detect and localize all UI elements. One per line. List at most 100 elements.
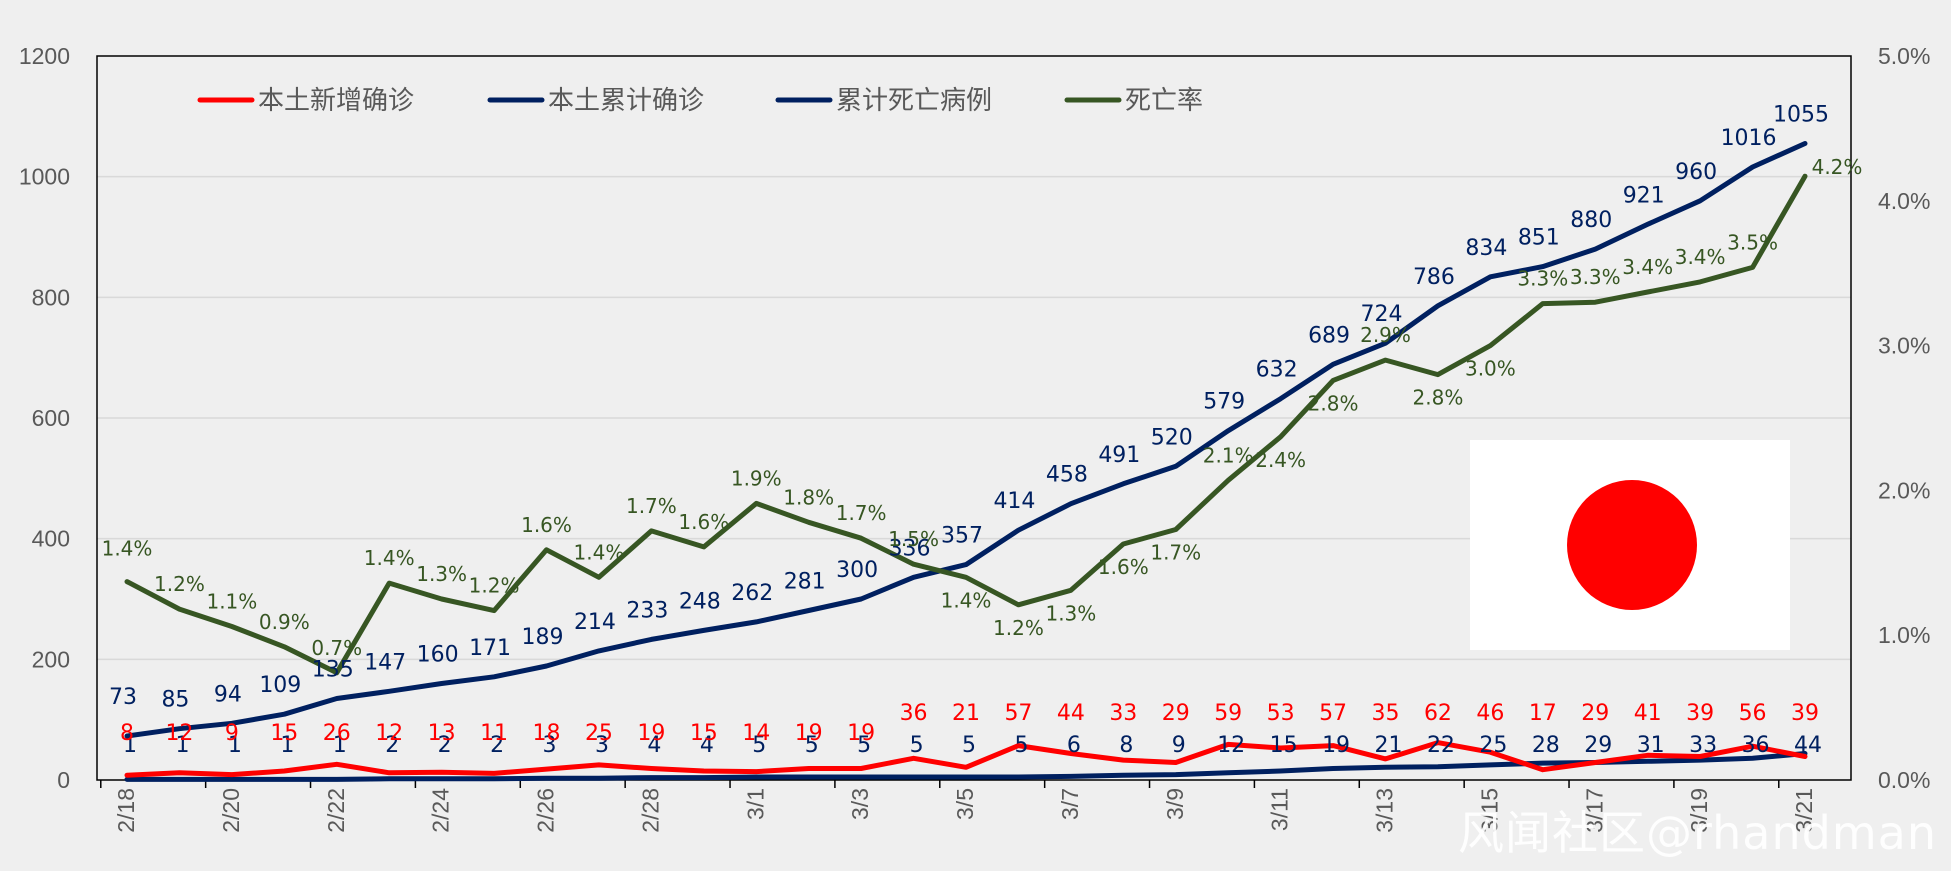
death-rate-data-label: 1.5% xyxy=(888,527,939,551)
death-rate-data-label: 3.3% xyxy=(1570,265,1621,289)
cumulative-data-label: 880 xyxy=(1570,208,1612,233)
legend: 本土新增确诊 本土累计确诊 累计死亡病例 死亡率 xyxy=(197,86,1203,116)
x-tick-label: 3/15 xyxy=(1476,788,1502,833)
death-rate-data-label: 2.8% xyxy=(1413,386,1464,410)
death-rate-data-label: 1.7% xyxy=(626,494,677,518)
legend-label-2: 累计死亡病例 xyxy=(836,86,992,116)
death-rate-data-label: 2.1% xyxy=(1203,443,1254,467)
japan-flag-icon xyxy=(1470,440,1790,650)
new-cases-data-label: 26 xyxy=(323,721,351,746)
cumulative-data-label: 262 xyxy=(731,581,773,606)
new-cases-data-label: 36 xyxy=(900,701,928,726)
cumulative-data-label: 73 xyxy=(109,685,137,710)
y-right-tick-label: 1.0% xyxy=(1878,622,1930,648)
cumulative-data-label: 458 xyxy=(1046,463,1088,488)
deaths-data-label: 2 xyxy=(490,733,504,758)
death-rate-data-label: 1.3% xyxy=(1045,601,1096,625)
deaths-data-label: 36 xyxy=(1742,733,1770,758)
deaths-data-label: 2 xyxy=(385,733,399,758)
x-tick-label: 3/1 xyxy=(742,788,768,820)
new-cases-data-label: 15 xyxy=(270,721,298,746)
new-cases-data-label: 12 xyxy=(375,721,403,746)
new-cases-data-label: 21 xyxy=(952,701,980,726)
deaths-data-label: 1 xyxy=(280,733,294,758)
new-cases-data-label: 41 xyxy=(1634,701,1662,726)
deaths-data-label: 5 xyxy=(857,733,871,758)
deaths-data-label: 4 xyxy=(700,733,714,758)
cumulative-data-label: 94 xyxy=(214,682,242,707)
cumulative-data-label: 689 xyxy=(1308,323,1350,348)
x-tick-label: 2/18 xyxy=(113,788,139,833)
watermark: 风闻社区@rhandman xyxy=(1458,806,1937,860)
cumulative-data-label: 834 xyxy=(1465,236,1507,261)
x-tick-label: 3/7 xyxy=(1057,788,1083,820)
new-cases-data-label: 19 xyxy=(847,721,875,746)
death-rate-data-label: 1.2% xyxy=(993,616,1044,640)
cumulative-data-label: 160 xyxy=(417,642,459,667)
cumulative-data-label: 632 xyxy=(1256,358,1298,383)
death-rate-data-label: 1.2% xyxy=(154,572,205,596)
flag-disc xyxy=(1567,480,1697,610)
legend-label-0: 本土新增确诊 xyxy=(258,86,414,116)
death-rate-data-label: 2.8% xyxy=(1308,391,1359,415)
data-labels: 1 1 1 1 1 2 2 2 3 3 4 4 5 5 5 5 5 5 6 8 9 12 15 19 21 22 25 28 29 31 3… xyxy=(102,102,1863,758)
new-cases-data-label: 19 xyxy=(795,721,823,746)
x-tick-label: 3/21 xyxy=(1791,788,1817,833)
x-tick-label: 3/9 xyxy=(1162,788,1188,820)
deaths-data-label: 2 xyxy=(438,733,452,758)
x-tick-label: 3/5 xyxy=(952,788,978,820)
death-rate-data-label: 0.9% xyxy=(259,610,310,634)
cumulative-data-label: 520 xyxy=(1151,425,1193,450)
x-tick-label: 3/13 xyxy=(1372,788,1398,833)
deaths-data-label: 1 xyxy=(333,733,347,758)
new-cases-data-label: 25 xyxy=(585,721,613,746)
deaths-data-label: 5 xyxy=(805,733,819,758)
x-tick-label: 2/20 xyxy=(218,788,244,833)
death-rate-data-label: 3.5% xyxy=(1727,230,1778,254)
death-rate-data-label: 1.8% xyxy=(783,485,834,509)
deaths-data-label: 8 xyxy=(1119,733,1133,758)
series-line-1 xyxy=(124,141,1808,739)
gridlines xyxy=(97,175,1851,661)
cumulative-data-label: 921 xyxy=(1623,183,1665,208)
death-rate-data-label: 1.4% xyxy=(941,588,992,612)
cumulative-data-label: 189 xyxy=(522,625,564,650)
y-left-tick-label: 600 xyxy=(32,405,70,431)
deaths-data-label: 28 xyxy=(1532,733,1560,758)
y-left-tick-label: 0 xyxy=(57,767,70,793)
x-axis: 2/18 2/20 2/22 2/24 2/26 2/28 3/1 3/3 3/5 3/7 3/9 3… xyxy=(100,780,1817,833)
x-tick-label: 2/24 xyxy=(428,788,454,833)
new-cases-data-label: 33 xyxy=(1109,701,1137,726)
x-tick-label: 2/26 xyxy=(533,788,559,833)
cumulative-data-label: 233 xyxy=(626,598,668,623)
new-cases-data-label: 8 xyxy=(120,721,134,746)
death-rate-data-label: 3.4% xyxy=(1622,255,1673,279)
death-rate-data-label: 1.4% xyxy=(102,537,153,561)
new-cases-data-label: 56 xyxy=(1739,701,1767,726)
x-tick-label: 3/11 xyxy=(1267,788,1293,831)
death-rate-data-label: 1.4% xyxy=(574,540,625,564)
new-cases-data-label: 29 xyxy=(1162,701,1190,726)
y-left-tick-label: 1200 xyxy=(19,43,70,69)
deaths-data-label: 25 xyxy=(1479,733,1507,758)
y-axis-left: 0 200 400 600 800 1000 1200 xyxy=(19,43,70,793)
deaths-data-label: 9 xyxy=(1172,733,1186,758)
new-cases-data-label: 19 xyxy=(637,721,665,746)
cumulative-data-label: 171 xyxy=(469,636,511,661)
new-cases-data-label: 18 xyxy=(533,721,561,746)
deaths-data-label: 5 xyxy=(962,733,976,758)
new-cases-data-label: 15 xyxy=(690,721,718,746)
legend-label-3: 死亡率 xyxy=(1125,86,1203,116)
y-right-tick-label: 2.0% xyxy=(1878,477,1930,503)
cumulative-data-label: 336 xyxy=(889,536,931,561)
deaths-data-label: 1 xyxy=(228,733,242,758)
cumulative-data-label: 357 xyxy=(941,524,983,549)
deaths-data-label: 3 xyxy=(595,733,609,758)
deaths-data-label: 44 xyxy=(1794,733,1822,758)
y-right-tick-label: 4.0% xyxy=(1878,188,1930,214)
new-cases-data-label: 53 xyxy=(1267,701,1295,726)
cumulative-data-label: 135 xyxy=(312,658,354,683)
deaths-data-label: 1 xyxy=(123,733,137,758)
new-cases-data-label: 57 xyxy=(1004,701,1032,726)
